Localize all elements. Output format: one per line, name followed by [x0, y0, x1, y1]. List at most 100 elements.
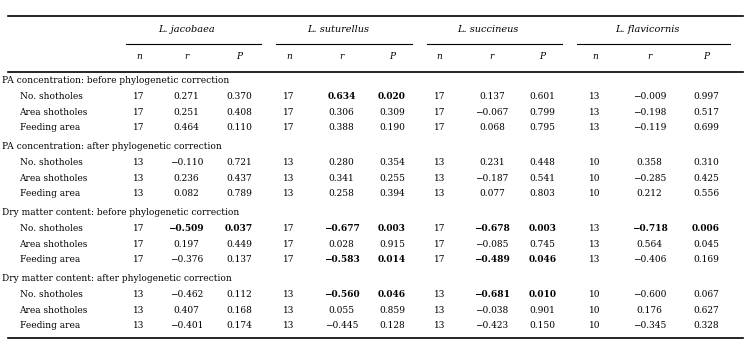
Text: 0.601: 0.601	[529, 92, 555, 101]
Text: 0.137: 0.137	[479, 92, 505, 101]
Text: 13: 13	[133, 189, 145, 198]
Text: Area shotholes: Area shotholes	[20, 174, 88, 183]
Text: 0.046: 0.046	[378, 290, 406, 299]
Text: 0.997: 0.997	[693, 92, 719, 101]
Text: 0.358: 0.358	[637, 158, 662, 167]
Text: −0.445: −0.445	[325, 321, 358, 330]
Text: 0.448: 0.448	[529, 158, 555, 167]
Text: 0.280: 0.280	[329, 158, 354, 167]
Text: 0.068: 0.068	[479, 123, 505, 132]
Text: 17: 17	[133, 123, 145, 132]
Text: 10: 10	[589, 290, 601, 299]
Text: 13: 13	[589, 92, 601, 101]
Text: 0.789: 0.789	[226, 189, 252, 198]
Text: −0.110: −0.110	[170, 158, 203, 167]
Text: L. flavicornis: L. flavicornis	[615, 25, 680, 33]
Text: n: n	[286, 52, 292, 61]
Text: 13: 13	[133, 290, 145, 299]
Text: Area shotholes: Area shotholes	[20, 240, 88, 249]
Text: Dry matter content: after phylogenetic correction: Dry matter content: after phylogenetic c…	[2, 274, 231, 283]
Text: 0.437: 0.437	[226, 174, 252, 183]
Text: P: P	[236, 52, 242, 61]
Text: 13: 13	[133, 321, 145, 330]
Text: 0.799: 0.799	[529, 108, 555, 117]
Text: 13: 13	[133, 174, 145, 183]
Text: 10: 10	[589, 174, 601, 183]
Text: −0.198: −0.198	[633, 108, 666, 117]
Text: 0.176: 0.176	[637, 306, 662, 315]
Text: 0.174: 0.174	[226, 321, 252, 330]
Text: 0.128: 0.128	[379, 321, 405, 330]
Text: 17: 17	[283, 255, 295, 264]
Text: 17: 17	[433, 240, 445, 249]
Text: −0.423: −0.423	[475, 321, 508, 330]
Text: −0.583: −0.583	[324, 255, 360, 264]
Text: 0.255: 0.255	[379, 174, 405, 183]
Text: 0.464: 0.464	[173, 123, 199, 132]
Text: 0.150: 0.150	[529, 321, 555, 330]
Text: 0.251: 0.251	[173, 108, 199, 117]
Text: −0.560: −0.560	[324, 290, 360, 299]
Text: 17: 17	[433, 224, 445, 233]
Text: −0.376: −0.376	[170, 255, 203, 264]
Text: 17: 17	[283, 240, 295, 249]
Text: 0.306: 0.306	[329, 108, 354, 117]
Text: 13: 13	[433, 158, 445, 167]
Text: r: r	[647, 52, 652, 61]
Text: PA concentration: before phylogenetic correction: PA concentration: before phylogenetic co…	[2, 77, 229, 85]
Text: 0.310: 0.310	[693, 158, 719, 167]
Text: No. shotholes: No. shotholes	[20, 158, 83, 167]
Text: P: P	[389, 52, 395, 61]
Text: 13: 13	[283, 290, 295, 299]
Text: 0.859: 0.859	[379, 306, 405, 315]
Text: −0.509: −0.509	[168, 224, 204, 233]
Text: 0.003: 0.003	[528, 224, 556, 233]
Text: P: P	[539, 52, 545, 61]
Text: 13: 13	[133, 158, 145, 167]
Text: 0.721: 0.721	[226, 158, 252, 167]
Text: L. jacobaea: L. jacobaea	[158, 25, 215, 33]
Text: 17: 17	[133, 240, 145, 249]
Text: 17: 17	[283, 123, 295, 132]
Text: 17: 17	[433, 92, 445, 101]
Text: 17: 17	[283, 92, 295, 101]
Text: −0.678: −0.678	[474, 224, 510, 233]
Text: 0.003: 0.003	[378, 224, 406, 233]
Text: 13: 13	[589, 240, 601, 249]
Text: 0.370: 0.370	[226, 92, 252, 101]
Text: 0.046: 0.046	[528, 255, 556, 264]
Text: 0.082: 0.082	[173, 189, 199, 198]
Text: −0.085: −0.085	[475, 240, 508, 249]
Text: 0.517: 0.517	[693, 108, 719, 117]
Text: No. shotholes: No. shotholes	[20, 92, 83, 101]
Text: −0.067: −0.067	[475, 108, 508, 117]
Text: 0.627: 0.627	[693, 306, 719, 315]
Text: −0.681: −0.681	[474, 290, 510, 299]
Text: 0.212: 0.212	[637, 189, 662, 198]
Text: 0.028: 0.028	[329, 240, 354, 249]
Text: Feeding area: Feeding area	[20, 123, 80, 132]
Text: 10: 10	[589, 158, 601, 167]
Text: −0.401: −0.401	[170, 321, 203, 330]
Text: 0.309: 0.309	[379, 108, 405, 117]
Text: 17: 17	[433, 123, 445, 132]
Text: 0.006: 0.006	[692, 224, 720, 233]
Text: Area shotholes: Area shotholes	[20, 108, 88, 117]
Text: n: n	[136, 52, 142, 61]
Text: 13: 13	[589, 255, 601, 264]
Text: 0.354: 0.354	[379, 158, 405, 167]
Text: L. succineus: L. succineus	[457, 25, 519, 33]
Text: 0.541: 0.541	[529, 174, 555, 183]
Text: 0.112: 0.112	[226, 290, 252, 299]
Text: −0.462: −0.462	[170, 290, 203, 299]
Text: r: r	[490, 52, 494, 61]
Text: 17: 17	[133, 108, 145, 117]
Text: 0.699: 0.699	[693, 123, 719, 132]
Text: 0.067: 0.067	[693, 290, 719, 299]
Text: 0.407: 0.407	[173, 306, 199, 315]
Text: Feeding area: Feeding area	[20, 189, 80, 198]
Text: 0.077: 0.077	[479, 189, 505, 198]
Text: 17: 17	[283, 224, 295, 233]
Text: 0.803: 0.803	[529, 189, 555, 198]
Text: r: r	[184, 52, 189, 61]
